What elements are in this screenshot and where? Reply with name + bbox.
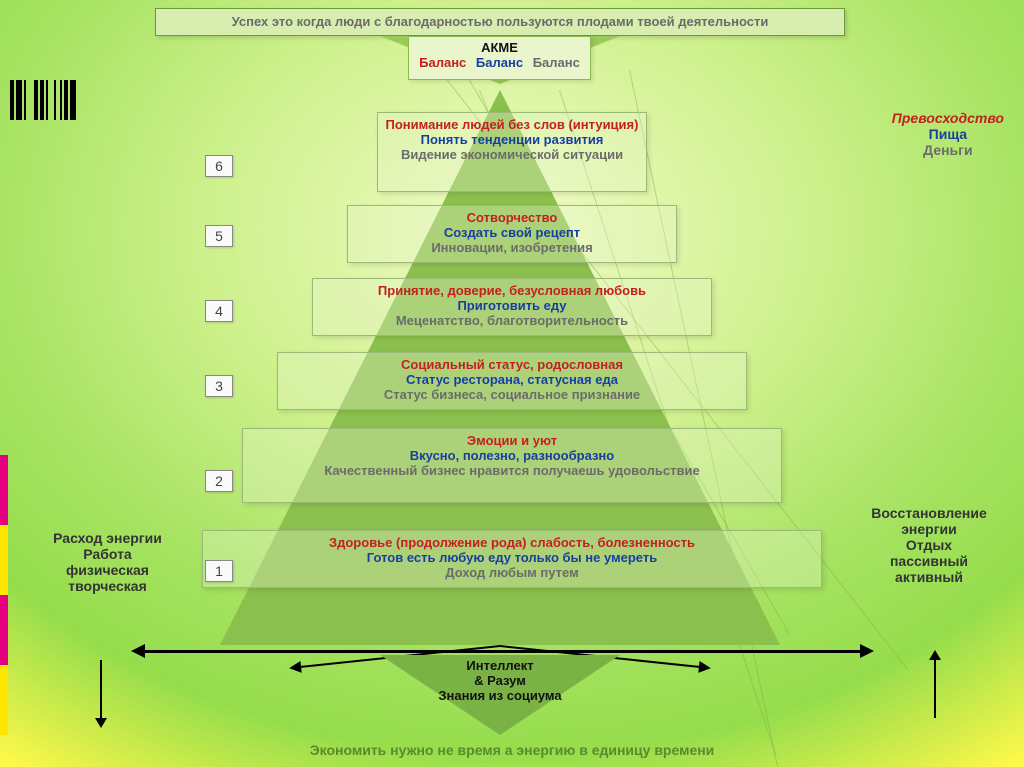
- right-caption: Восстановление энергии Отдых пассивный а…: [854, 505, 1004, 585]
- level-number-5: 5: [205, 225, 233, 247]
- level-number-2: 2: [205, 470, 233, 492]
- pyramid-level-6: Понимание людей без слов (интуиция)Понят…: [377, 112, 647, 192]
- pyramid-level-2: Эмоции и уютВкусно, полезно, разнообразн…: [242, 428, 782, 503]
- left-caption: Расход энергии Работа физическая творчес…: [35, 530, 180, 594]
- pyramid-level-5: СотворчествоСоздать свой рецептИнновации…: [347, 205, 677, 263]
- baseline-arrow: [145, 650, 860, 653]
- top-arrow-box: АКМЕ Баланс Баланс Баланс: [408, 36, 591, 80]
- level-number-6: 6: [205, 155, 233, 177]
- pyramid-level-4: Принятие, доверие, безусловная любовьПри…: [312, 278, 712, 336]
- barcode-graphic: [10, 80, 78, 120]
- side-color-stripe: [0, 455, 8, 735]
- right-top-labels: Превосходство Пища Деньги: [892, 110, 1004, 158]
- pyramid-level-1: Здоровье (продолжение рода) слабость, бо…: [202, 530, 822, 588]
- top-banner: Успех это когда люди с благодарностью по…: [155, 8, 845, 36]
- pyramid-level-3: Социальный статус, родословнаяСтатус рес…: [277, 352, 747, 410]
- vertical-arrow-down: [100, 660, 102, 718]
- top-arrow-balance: Баланс Баланс Баланс: [409, 55, 590, 70]
- level-number-3: 3: [205, 375, 233, 397]
- top-arrow-title: АКМЕ: [409, 40, 590, 55]
- level-number-4: 4: [205, 300, 233, 322]
- level-number-1: 1: [205, 560, 233, 582]
- bottom-caption: Экономить нужно не время а энергию в еди…: [0, 742, 1024, 758]
- vertical-arrow-up: [934, 660, 936, 718]
- bottom-triangle-text: Интеллект & Разум Знания из социума: [404, 658, 596, 703]
